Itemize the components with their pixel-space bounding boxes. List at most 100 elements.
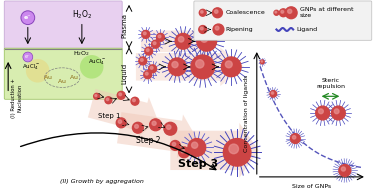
Circle shape: [132, 122, 143, 133]
Circle shape: [285, 7, 297, 19]
Circle shape: [146, 72, 148, 75]
Circle shape: [143, 32, 146, 35]
Circle shape: [152, 121, 156, 125]
Circle shape: [133, 99, 135, 102]
Circle shape: [139, 57, 147, 65]
Circle shape: [135, 125, 138, 128]
Circle shape: [167, 125, 171, 129]
FancyBboxPatch shape: [194, 1, 372, 40]
Circle shape: [274, 10, 279, 15]
Circle shape: [334, 109, 339, 114]
Circle shape: [271, 92, 274, 94]
Circle shape: [156, 33, 164, 41]
Circle shape: [191, 55, 215, 79]
Circle shape: [279, 9, 287, 17]
Circle shape: [94, 93, 100, 99]
Text: Ligand: Ligand: [296, 27, 317, 32]
Circle shape: [21, 11, 35, 25]
Text: Step 3: Step 3: [178, 159, 218, 169]
Text: $\mathregular{H_2O_2}$: $\mathregular{H_2O_2}$: [73, 50, 90, 59]
Circle shape: [201, 11, 203, 13]
Circle shape: [201, 35, 208, 42]
Text: $\mathregular{AuCl_4^-}$: $\mathregular{AuCl_4^-}$: [22, 62, 40, 72]
Circle shape: [131, 97, 139, 105]
Circle shape: [200, 27, 203, 30]
Text: $\mathregular{Au}$: $\mathregular{Au}$: [58, 77, 67, 85]
Circle shape: [179, 147, 190, 158]
Circle shape: [149, 65, 156, 73]
Circle shape: [164, 122, 177, 135]
Circle shape: [188, 139, 206, 156]
Circle shape: [142, 30, 150, 38]
Polygon shape: [136, 48, 244, 86]
Text: (I) Reduction +: (I) Reduction +: [11, 78, 16, 118]
Circle shape: [106, 98, 109, 101]
Circle shape: [117, 91, 125, 99]
Circle shape: [150, 66, 153, 69]
Text: $\mathregular{H_2O_2}$: $\mathregular{H_2O_2}$: [72, 9, 92, 21]
Text: Size of GNPs: Size of GNPs: [292, 184, 331, 189]
Circle shape: [221, 57, 241, 77]
Text: $\mathregular{Au}$: $\mathregular{Au}$: [69, 73, 79, 81]
Circle shape: [175, 33, 191, 49]
Circle shape: [318, 109, 323, 114]
Circle shape: [144, 71, 152, 79]
Circle shape: [168, 58, 186, 76]
Circle shape: [332, 106, 345, 120]
Polygon shape: [88, 89, 158, 137]
Circle shape: [23, 52, 33, 62]
Text: Step 1: Step 1: [98, 113, 121, 119]
Circle shape: [197, 31, 217, 51]
Polygon shape: [117, 112, 197, 158]
Circle shape: [290, 134, 300, 143]
Circle shape: [270, 91, 276, 97]
Circle shape: [119, 93, 121, 96]
Circle shape: [172, 143, 176, 146]
Circle shape: [281, 10, 284, 13]
Circle shape: [152, 40, 159, 48]
Circle shape: [158, 35, 161, 38]
FancyBboxPatch shape: [4, 1, 122, 50]
Circle shape: [178, 36, 184, 42]
Text: (II) Growth by aggregation: (II) Growth by aggregation: [59, 179, 144, 184]
Circle shape: [213, 24, 224, 35]
Circle shape: [105, 97, 112, 104]
Circle shape: [199, 26, 207, 33]
Circle shape: [181, 149, 185, 153]
Circle shape: [95, 94, 97, 97]
Circle shape: [261, 60, 264, 64]
Circle shape: [141, 59, 143, 61]
Circle shape: [196, 60, 204, 68]
Text: Concentration of ligands: Concentration of ligands: [244, 74, 249, 152]
Circle shape: [225, 61, 232, 68]
Text: Liquid: Liquid: [121, 63, 127, 84]
Circle shape: [153, 42, 156, 45]
Text: Step 2: Step 2: [136, 136, 161, 145]
Circle shape: [199, 9, 206, 16]
Circle shape: [223, 139, 251, 166]
Text: Coalescence: Coalescence: [225, 10, 265, 15]
Circle shape: [172, 61, 178, 68]
Circle shape: [170, 141, 180, 150]
Text: e⁻: e⁻: [25, 54, 30, 60]
Circle shape: [26, 59, 49, 83]
Polygon shape: [141, 26, 220, 56]
Polygon shape: [170, 123, 259, 178]
Text: Steric
repulsion: Steric repulsion: [316, 78, 345, 89]
Circle shape: [275, 11, 277, 13]
Circle shape: [80, 55, 103, 79]
Circle shape: [261, 61, 262, 62]
Circle shape: [116, 118, 126, 128]
Text: Nucleation: Nucleation: [17, 84, 22, 112]
Circle shape: [341, 167, 346, 171]
Circle shape: [118, 120, 122, 123]
Circle shape: [316, 106, 329, 120]
Circle shape: [150, 119, 161, 131]
Text: Plasma: Plasma: [121, 13, 127, 38]
Text: $\mathregular{AuCl_4^-}$: $\mathregular{AuCl_4^-}$: [88, 57, 106, 67]
Circle shape: [229, 144, 238, 154]
Text: Ripening: Ripening: [225, 27, 253, 32]
Text: GNPs at different
size: GNPs at different size: [300, 7, 353, 18]
FancyBboxPatch shape: [4, 48, 122, 99]
Circle shape: [215, 26, 219, 30]
